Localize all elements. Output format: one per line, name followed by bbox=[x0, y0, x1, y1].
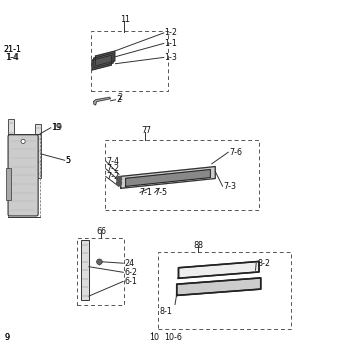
Bar bbox=[105, 140, 259, 210]
Bar bbox=[6, 168, 10, 200]
Bar bbox=[77, 238, 124, 304]
Text: 10-6: 10-6 bbox=[164, 333, 182, 342]
Circle shape bbox=[117, 176, 121, 181]
Text: 7-2: 7-2 bbox=[107, 172, 120, 181]
Circle shape bbox=[117, 181, 121, 186]
Text: 21-1: 21-1 bbox=[4, 44, 21, 54]
Text: 2: 2 bbox=[117, 93, 122, 103]
Text: 7-1: 7-1 bbox=[139, 188, 152, 197]
Text: 1-1: 1-1 bbox=[164, 39, 177, 48]
Text: 7-5: 7-5 bbox=[154, 188, 167, 197]
Text: 9: 9 bbox=[4, 333, 9, 342]
Bar bbox=[81, 240, 89, 300]
Polygon shape bbox=[126, 169, 210, 186]
Text: 19: 19 bbox=[52, 123, 62, 132]
Text: 6: 6 bbox=[97, 226, 102, 236]
Text: 10: 10 bbox=[149, 333, 159, 342]
Text: 21-1: 21-1 bbox=[4, 44, 21, 54]
Polygon shape bbox=[94, 53, 113, 68]
Bar bbox=[8, 119, 14, 178]
Text: 1: 1 bbox=[120, 15, 125, 24]
Circle shape bbox=[97, 259, 102, 265]
Polygon shape bbox=[121, 167, 215, 188]
Text: 5: 5 bbox=[66, 156, 71, 165]
Bar bbox=[91, 32, 168, 91]
Text: 1-3: 1-3 bbox=[164, 53, 177, 62]
Polygon shape bbox=[94, 97, 111, 105]
Text: 24: 24 bbox=[124, 259, 134, 268]
Text: 9: 9 bbox=[4, 333, 9, 342]
Text: 1: 1 bbox=[124, 15, 129, 24]
Text: 8: 8 bbox=[198, 241, 203, 250]
Text: 1-4: 1-4 bbox=[6, 53, 19, 62]
Polygon shape bbox=[178, 261, 259, 278]
Polygon shape bbox=[96, 51, 115, 66]
FancyBboxPatch shape bbox=[8, 135, 38, 216]
Text: 6: 6 bbox=[101, 227, 106, 236]
Text: 7-3: 7-3 bbox=[223, 182, 236, 191]
Circle shape bbox=[21, 139, 25, 144]
Text: 7-2: 7-2 bbox=[107, 164, 120, 173]
Text: 5: 5 bbox=[65, 156, 71, 165]
Text: 2: 2 bbox=[116, 95, 121, 104]
Text: 6-1: 6-1 bbox=[124, 277, 137, 286]
Text: 8-2: 8-2 bbox=[257, 259, 270, 268]
Text: 1-4: 1-4 bbox=[6, 53, 19, 62]
Text: 7-6: 7-6 bbox=[229, 148, 242, 157]
Bar bbox=[158, 252, 290, 329]
Text: 1-2: 1-2 bbox=[164, 28, 177, 37]
Polygon shape bbox=[177, 278, 261, 295]
Text: 8-1: 8-1 bbox=[159, 307, 172, 316]
Text: 7: 7 bbox=[145, 126, 150, 135]
Text: 8: 8 bbox=[193, 240, 199, 250]
Polygon shape bbox=[92, 55, 111, 70]
Text: 7: 7 bbox=[141, 126, 146, 135]
Text: 19: 19 bbox=[51, 123, 62, 132]
Bar bbox=[35, 124, 41, 178]
Text: 7-4: 7-4 bbox=[107, 156, 120, 166]
Text: 6-2: 6-2 bbox=[124, 268, 137, 277]
